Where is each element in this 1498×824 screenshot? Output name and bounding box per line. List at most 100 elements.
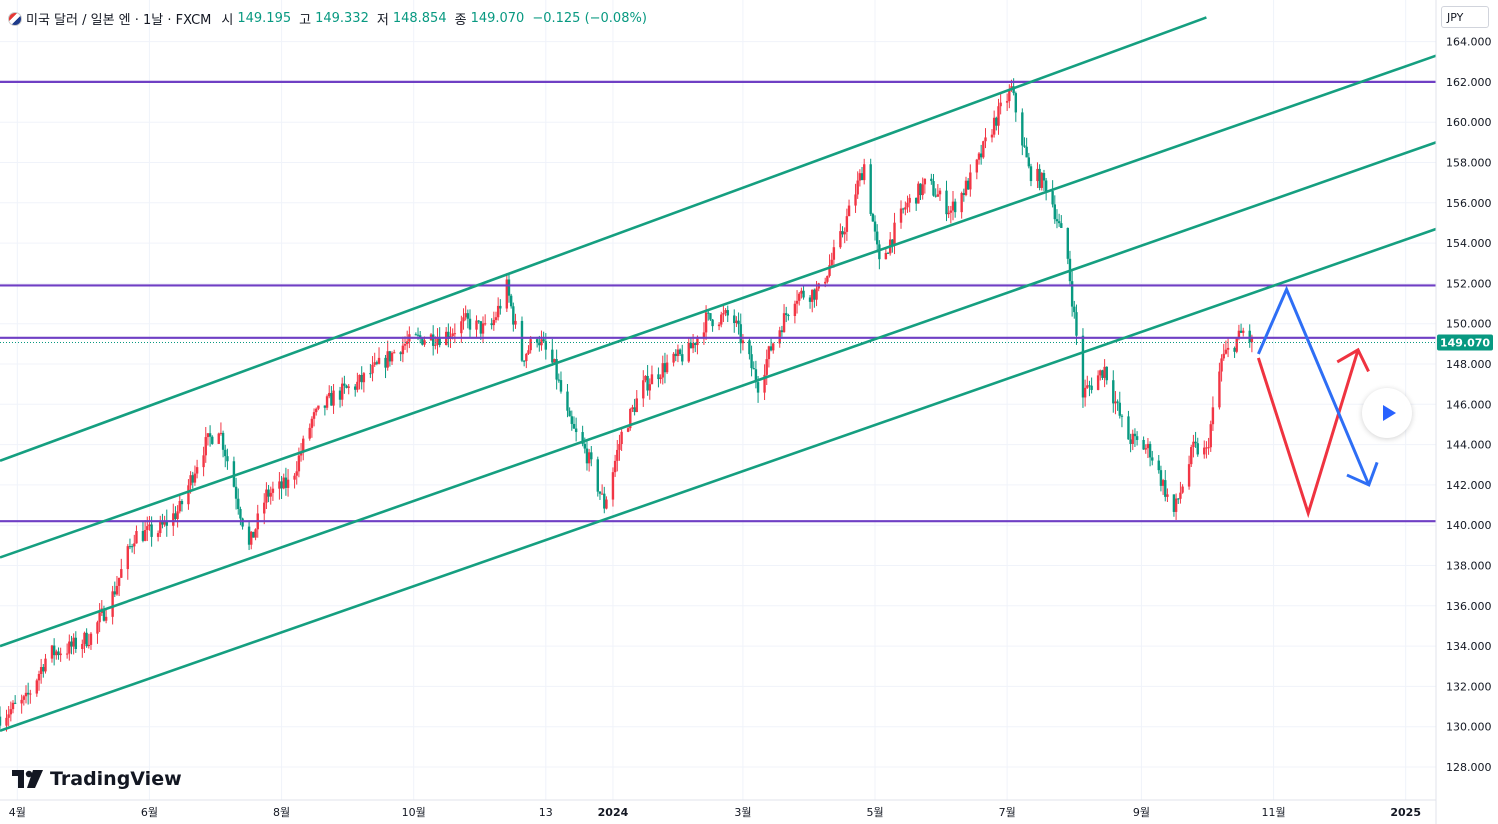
candle-body	[373, 362, 376, 365]
horizontal-levels-layer[interactable]	[0, 80, 1436, 523]
candle-body	[681, 354, 684, 362]
candle-body	[141, 531, 145, 541]
price-axis-pane[interactable]	[1436, 30, 1498, 800]
projection-arrowhead-red	[1336, 347, 1370, 373]
candle-body	[29, 693, 32, 695]
candle-body	[50, 645, 54, 659]
candle-body	[997, 106, 1000, 126]
candle-body	[1036, 168, 1039, 182]
candle-body	[403, 344, 407, 346]
candle-body	[555, 359, 558, 380]
candle-body	[960, 193, 963, 213]
candle-body	[338, 390, 342, 400]
candle-body	[269, 492, 272, 497]
candle-body	[416, 334, 420, 336]
candle-body	[483, 323, 487, 325]
candle-body	[297, 455, 301, 472]
candle-body	[824, 281, 827, 284]
channel-line[interactable]	[0, 141, 1437, 648]
candle-body	[466, 313, 470, 319]
candle-body	[798, 293, 801, 301]
price-tick-label: 160.000	[1446, 116, 1492, 129]
price-tick-label: 138.000	[1446, 560, 1492, 573]
candle-body	[815, 288, 818, 300]
candle-body	[1181, 486, 1184, 493]
price-axis[interactable]: 128.000 130.000 132.000 134.000 136.000 138.0…	[1446, 36, 1492, 774]
play-icon[interactable]	[1362, 388, 1412, 438]
candle-body	[234, 486, 238, 499]
candle-body	[702, 332, 706, 337]
candle-body	[999, 102, 1002, 107]
candle-body	[717, 324, 721, 327]
high-value: 149.332	[315, 11, 369, 26]
candle-body	[992, 117, 996, 135]
candle-body	[709, 313, 712, 320]
candle-body	[360, 374, 363, 383]
channel-line[interactable]	[0, 227, 1437, 732]
candle-body	[263, 502, 266, 514]
candle-body	[1190, 447, 1193, 465]
candle-body	[507, 279, 511, 296]
candle-body	[42, 667, 45, 672]
candle-body	[598, 491, 602, 494]
symbol-legend[interactable]: 미국 달러 / 일본 엔 · 1날 · FXCM 시 149.195 고 149.3…	[8, 9, 651, 28]
candle-body	[1161, 480, 1165, 486]
channel-line[interactable]	[0, 54, 1437, 559]
projection-arrows-layer[interactable]	[1256, 285, 1379, 519]
symbol-title[interactable]: 미국 달러 / 일본 엔 · 1날 · FXCM	[26, 13, 212, 28]
candle-body	[390, 352, 394, 362]
candle-body	[605, 499, 608, 509]
candle-body	[843, 231, 846, 235]
candle-body	[176, 511, 179, 519]
candle-body	[618, 444, 621, 450]
time-axis[interactable]: 4월 6월 8월 10월 13 2024 3월 5월 7월 9월 11월 2025	[9, 806, 1421, 819]
candle-body	[1135, 436, 1139, 440]
candle-body	[505, 279, 509, 309]
candle-body	[785, 313, 788, 316]
candle-body	[559, 380, 563, 392]
candle-body	[375, 362, 379, 364]
candle-body	[724, 310, 727, 314]
candle-body	[358, 374, 361, 382]
currency-selector[interactable]: JPY	[1441, 6, 1489, 28]
candle-body	[826, 275, 829, 282]
tradingview-logo[interactable]: TradingView	[12, 768, 182, 790]
candle-body	[644, 375, 647, 381]
candle-body	[492, 319, 496, 326]
candle-body	[343, 383, 346, 386]
projection-arrow-red[interactable]	[1256, 349, 1360, 519]
projection-arrow-blue[interactable]	[1257, 285, 1371, 486]
candle-body	[841, 231, 844, 235]
price-tick-label: 164.000	[1446, 36, 1492, 49]
channel-line[interactable]	[0, 16, 1207, 462]
candle-body	[847, 205, 851, 217]
candle-body	[156, 533, 160, 537]
price-tick-label: 158.000	[1446, 157, 1492, 170]
candle-body	[661, 363, 664, 378]
candle-body	[672, 353, 675, 363]
candle-body	[585, 448, 589, 464]
candle-body	[906, 202, 909, 208]
candle-body	[20, 699, 23, 704]
candle-body	[765, 359, 768, 375]
time-tick-label: 6월	[141, 806, 158, 819]
candle-body	[689, 342, 693, 349]
candle-body	[1248, 330, 1251, 343]
candle-body	[934, 195, 937, 197]
candle-body	[447, 331, 450, 339]
candle-body	[22, 696, 26, 700]
candle-body	[282, 477, 285, 489]
candle-body	[830, 259, 833, 266]
candle-body	[475, 320, 478, 330]
candle-body	[737, 320, 740, 325]
candle-body	[87, 644, 91, 647]
time-tick-label: 11월	[1261, 806, 1285, 819]
candle-body	[239, 509, 242, 519]
candle-body	[1005, 101, 1009, 103]
candle-body	[68, 641, 71, 654]
channel-lines-layer[interactable]	[0, 16, 1437, 732]
candle-body	[953, 201, 957, 213]
candle-body	[984, 137, 987, 142]
candles-layer	[0, 78, 1254, 732]
